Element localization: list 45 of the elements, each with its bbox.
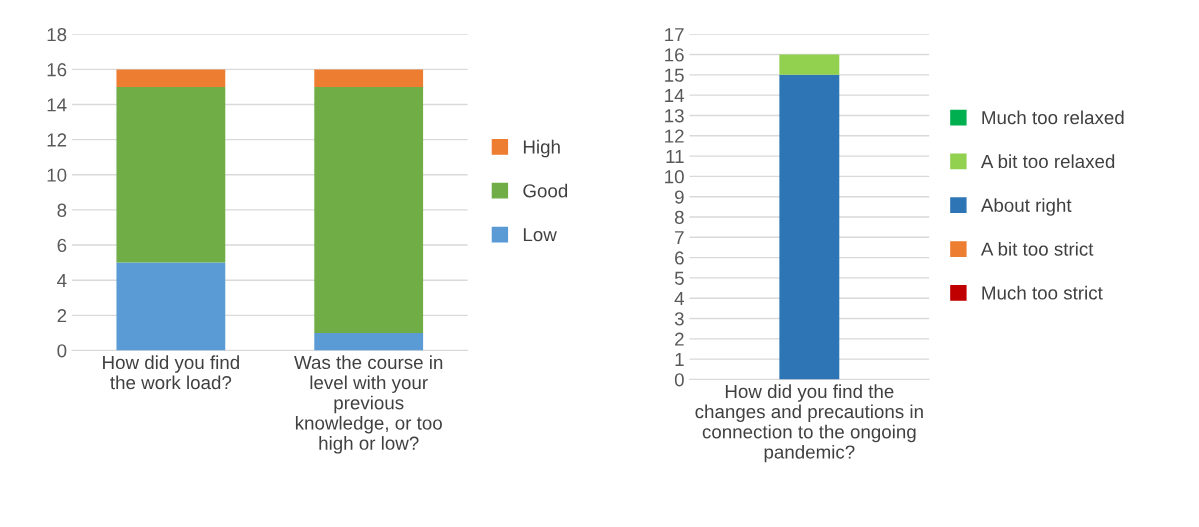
y-tick-label: 2	[675, 332, 684, 346]
y-tick-label: 9	[675, 190, 684, 204]
y-tick-label: 8	[57, 203, 67, 217]
y-tick-label: 4	[674, 292, 685, 306]
y-tick-label: 18	[47, 27, 67, 42]
y-tick-label: 16	[47, 63, 67, 77]
x-tick-label: How did you find the work load?	[103, 355, 239, 390]
y-tick-label: 0	[57, 344, 67, 358]
legend-label: High	[523, 139, 560, 158]
y-tick-label: 1	[675, 353, 684, 366]
x-tick-label: How did you find the changes and precautions in connection to the ongoing pandemic?	[695, 384, 923, 463]
y-tick-label: 2	[57, 309, 67, 323]
y-tick-label: 11	[666, 149, 684, 163]
y-tick-label: 10	[665, 170, 684, 184]
y-tick-label: 12	[665, 129, 684, 143]
y-tick-label: 12	[47, 133, 67, 147]
y-tick-label: 14	[47, 98, 67, 112]
y-tick-label: 6	[57, 238, 67, 253]
legend-label: Much too relaxed	[982, 110, 1124, 125]
y-tick-label: 15	[665, 68, 684, 82]
y-tick-label: 17	[665, 28, 684, 42]
y-tick-label: 13	[665, 109, 684, 123]
y-tick-label: 7	[675, 231, 684, 245]
legend-label: About right	[980, 198, 1072, 216]
y-tick-label: 4	[57, 274, 67, 287]
y-tick-label: 0	[674, 373, 684, 387]
y-tick-label: 14	[665, 89, 685, 102]
bar	[314, 86, 424, 333]
bar	[116, 262, 226, 351]
bar	[116, 86, 226, 263]
legend-label: A bit too strict	[980, 241, 1094, 256]
legend-label: Low	[523, 228, 557, 242]
y-tick-label: 3	[674, 312, 684, 326]
y-tick-label: 8	[674, 210, 684, 224]
y-tick-label: 6	[675, 251, 684, 265]
y-tick-label: 5	[674, 271, 684, 285]
bar	[314, 69, 424, 87]
y-tick-label: 16	[665, 48, 684, 62]
bar	[314, 332, 424, 351]
legend-label: Much too strict	[982, 285, 1103, 300]
bar	[116, 69, 226, 87]
legend-label: Good	[523, 183, 568, 198]
y-tick-label: 10	[47, 168, 67, 182]
x-tick-label: Was the course in level with your previous knowledge, or too high or low?	[294, 355, 443, 454]
legend-label: A bit too relaxed	[980, 154, 1115, 169]
